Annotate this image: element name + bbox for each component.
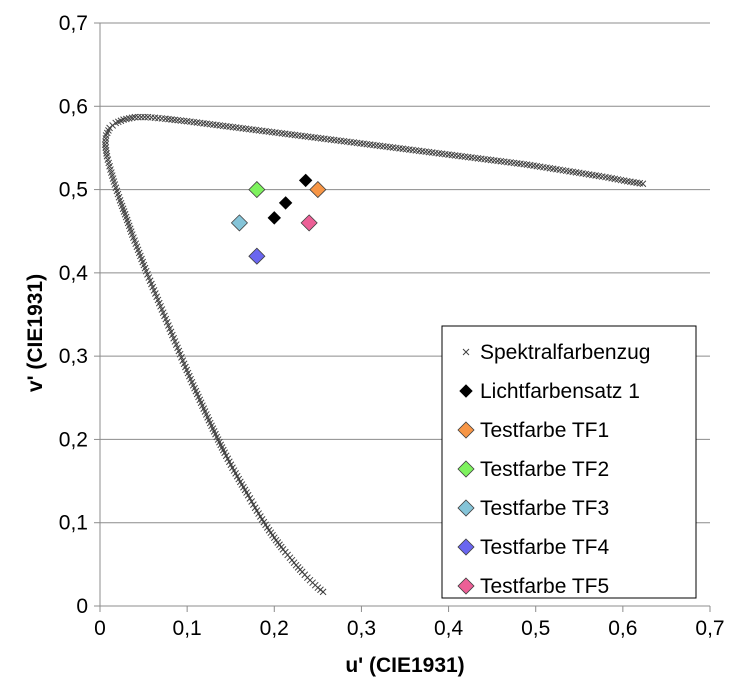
spectral-point <box>248 498 255 505</box>
legend-item: Testfarbe TF4 <box>457 536 609 559</box>
spectral-point <box>251 504 259 512</box>
legend-label: Testfarbe TF2 <box>480 458 609 481</box>
legend-marker-diamond <box>457 538 475 556</box>
legend-marker-diamond <box>457 460 475 478</box>
legend-marker-diamond <box>459 384 473 398</box>
legend-label: Spektralfarbenzug <box>480 341 650 364</box>
axes <box>94 22 711 612</box>
legend-marker-diamond <box>457 577 475 595</box>
x-tick-label: 0 <box>94 617 106 640</box>
x-tick-label: 0,5 <box>521 617 550 640</box>
test-color-point <box>230 214 248 232</box>
legend-item: Testfarbe TF3 <box>457 497 609 520</box>
y-tick-label: 0,6 <box>59 95 88 118</box>
legend-item: Spektralfarbenzug <box>462 341 650 364</box>
y-tick-label: 0,4 <box>59 262 89 285</box>
spectral-point <box>138 113 145 121</box>
legend-item: Testfarbe TF1 <box>457 419 609 442</box>
y-tick-label: 0,2 <box>59 428 88 451</box>
x-tick-label: 0,1 <box>173 617 202 640</box>
y-tick-label: 0,1 <box>59 512 88 535</box>
legend-item: Testfarbe TF5 <box>457 575 609 598</box>
legend-item: Testfarbe TF2 <box>457 458 609 481</box>
spectral-point <box>141 113 149 121</box>
spectral-point <box>246 494 254 502</box>
y-tick-labels: 0 0,1 0,2 0,3 0,4 0,5 0,6 0,7 <box>59 12 89 618</box>
x-tick-label: 0,4 <box>434 617 464 640</box>
legend-label: Testfarbe TF3 <box>480 497 609 520</box>
gridlines <box>100 22 710 524</box>
legend-label: Testfarbe TF4 <box>480 536 609 559</box>
light-color-point <box>278 196 293 210</box>
x-tick-label: 0,7 <box>695 617 724 640</box>
test-color-point <box>248 247 266 265</box>
legend-marker-diamond <box>457 421 475 439</box>
x-tick-label: 0,3 <box>347 617 376 640</box>
y-axis-title: v' (CIE1931) <box>24 274 47 392</box>
legend-items: Spektralfarbenzug Lichtfarbensatz 1 Testfa… <box>457 341 650 598</box>
spectral-point <box>134 113 142 121</box>
legend-box <box>441 325 697 599</box>
test-color-point <box>248 181 266 199</box>
y-tick-label: 0 <box>76 595 88 618</box>
x-tick-labels: 0 0,1 0,2 0,3 0,4 0,5 0,6 0,7 <box>94 617 724 640</box>
x-axis-title: u' (CIE1931) <box>345 654 464 677</box>
y-tick-label: 0,5 <box>59 179 88 202</box>
y-tick-label: 0,7 <box>59 12 88 35</box>
x-tick-label: 0,2 <box>260 617 289 640</box>
legend-item: Lichtfarbensatz 1 <box>459 380 640 403</box>
light-color-point <box>267 211 281 225</box>
legend-label: Testfarbe TF5 <box>480 575 609 598</box>
legend-label: Testfarbe TF1 <box>480 419 609 442</box>
legend-label: Lichtfarbensatz 1 <box>480 380 640 403</box>
test-color-point <box>309 181 327 199</box>
light-color-point <box>298 173 313 188</box>
spectral-point <box>131 113 139 121</box>
legend-marker-x <box>462 348 470 356</box>
spectral-point <box>639 180 647 188</box>
y-tick-label: 0,3 <box>59 345 88 368</box>
test-color-point <box>300 214 318 232</box>
legend: Spektralfarbenzug Lichtfarbensatz 1 Testfa… <box>441 325 697 599</box>
spectral-point <box>250 501 257 508</box>
legend-marker-diamond <box>457 499 475 517</box>
plot-points <box>101 113 647 596</box>
x-tick-label: 0,6 <box>608 617 637 640</box>
